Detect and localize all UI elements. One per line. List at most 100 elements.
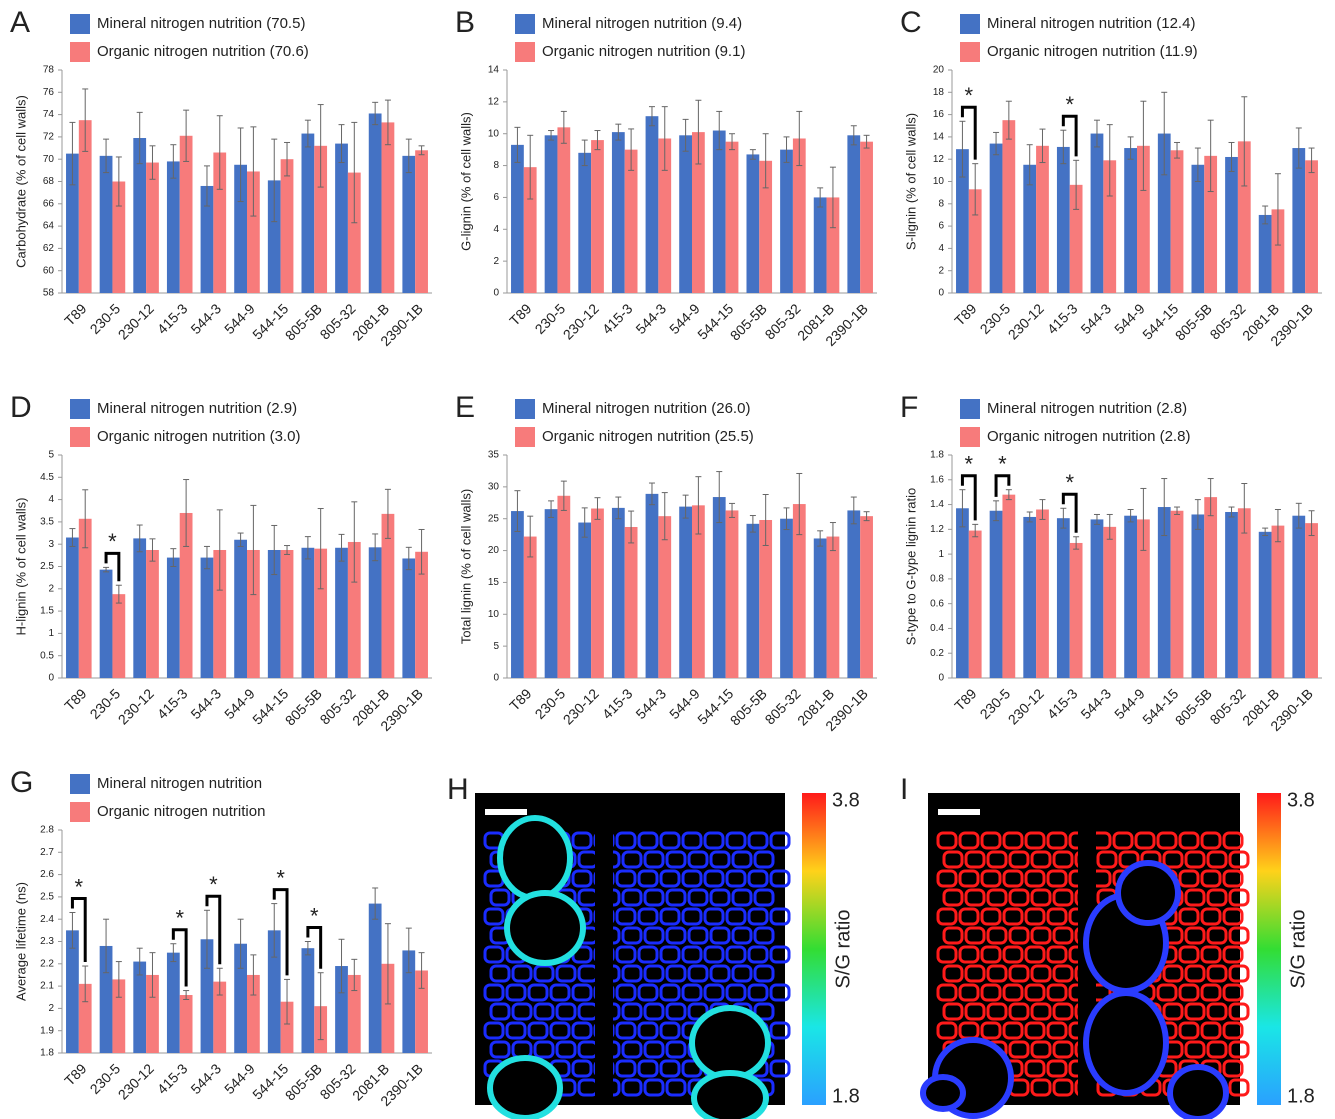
bar (1305, 523, 1318, 678)
y-tick-label: 35 (488, 450, 500, 461)
y-tick-label: 2 (48, 1003, 54, 1014)
x-tick-label: 415-3 (1044, 300, 1081, 337)
bar (646, 116, 659, 293)
bar (1171, 150, 1184, 293)
y-tick-label: 62 (43, 243, 55, 254)
panel-letter: B (455, 6, 475, 39)
significance-mark: * (1065, 470, 1074, 495)
significance-mark: * (1065, 92, 1074, 117)
y-tick-label: 25 (488, 513, 500, 524)
significance-mark: * (75, 874, 84, 899)
legend-swatch (70, 42, 90, 62)
large-cell (694, 1073, 766, 1119)
legend-label: Organic nitrogen nutrition (11.9) (987, 43, 1198, 60)
y-tick-label: 0 (938, 288, 944, 299)
bar (726, 142, 739, 293)
legend-label: Organic nitrogen nutrition (70.6) (97, 43, 309, 60)
x-tick-label: T89 (61, 1060, 90, 1089)
legend-swatch (960, 427, 980, 447)
y-tick-label: 4 (48, 494, 54, 505)
x-tick-label: 805-5B (1172, 685, 1215, 728)
bar (1023, 517, 1036, 678)
bar (612, 132, 625, 293)
y-tick-label: 2.2 (40, 958, 54, 969)
significance-mark: * (310, 903, 319, 928)
y-axis-label: S-lignin (% of cell walls) (903, 113, 918, 250)
bar (827, 537, 840, 678)
y-tick-label: 2.4 (40, 914, 54, 925)
large-cell (490, 1058, 560, 1118)
y-axis-label: H-lignin (% of cell walls) (13, 498, 28, 636)
bar (1305, 160, 1318, 293)
legend-swatch (70, 802, 90, 822)
large-cell (500, 818, 570, 898)
bar (1259, 215, 1272, 293)
bar (1259, 532, 1272, 678)
x-tick-label: 415-3 (599, 685, 636, 722)
bar (746, 154, 759, 293)
legend-swatch (70, 427, 90, 447)
legend-label: Organic nitrogen nutrition (2.8) (987, 428, 1190, 445)
y-tick-label: 1 (48, 628, 54, 639)
legend-swatch (960, 14, 980, 34)
bar (1002, 120, 1015, 293)
y-tick-label: 0.2 (930, 648, 944, 659)
y-tick-label: 1.6 (930, 474, 944, 485)
y-tick-label: 6 (493, 192, 499, 203)
y-tick-label: 2 (493, 256, 499, 267)
legend-swatch (515, 427, 535, 447)
legend-label: Organic nitrogen nutrition (3.0) (97, 428, 300, 445)
legend-label: Mineral nitrogen nutrition (12.4) (987, 15, 1195, 32)
x-tick-label: 415-3 (599, 300, 636, 337)
x-tick-label: 544-3 (632, 685, 669, 722)
y-tick-label: 1.9 (40, 1025, 54, 1036)
bar (1057, 147, 1070, 293)
y-axis-label: Average lifetime (ns) (13, 882, 28, 1001)
scale-bar (485, 809, 527, 815)
y-tick-label: 15 (488, 577, 500, 588)
legend-label: Organic nitrogen nutrition (25.5) (542, 428, 754, 445)
y-tick-label: 72 (43, 132, 55, 143)
significance-mark: * (108, 529, 117, 554)
y-tick-label: 2.3 (40, 936, 54, 947)
y-tick-label: 70 (43, 154, 55, 165)
x-tick-label: 230-12 (1005, 300, 1047, 342)
y-tick-label: 74 (43, 109, 55, 120)
y-tick-label: 0.8 (930, 574, 944, 585)
bar (1191, 514, 1204, 678)
y-tick-label: 8 (493, 160, 499, 171)
y-tick-label: 0.5 (40, 650, 54, 661)
panel-letter: G (10, 766, 33, 799)
x-tick-label: 544-3 (1077, 685, 1114, 722)
bar (133, 538, 146, 678)
figure: AMineral nitrogen nutrition (70.5)Organi… (0, 0, 1335, 1119)
x-tick-label: 230-12 (1005, 685, 1047, 727)
bar (301, 134, 314, 293)
bar (1091, 519, 1104, 678)
bar (281, 550, 294, 678)
y-tick-label: 8 (938, 198, 944, 209)
bar (335, 144, 348, 293)
y-tick-label: 0.6 (930, 598, 944, 609)
colorbar (802, 793, 826, 1105)
legend-swatch (960, 399, 980, 419)
bar (557, 496, 570, 678)
y-axis-label: S-type to G-type lignin ratio (903, 488, 918, 646)
legend-label: Mineral nitrogen nutrition (9.4) (542, 15, 742, 32)
y-tick-label: 3.5 (40, 517, 54, 528)
y-tick-label: 10 (488, 609, 500, 620)
bar (658, 516, 671, 678)
bar (545, 509, 558, 678)
bar (726, 510, 739, 678)
y-tick-label: 1.2 (930, 524, 944, 535)
significance-mark: * (175, 906, 184, 931)
y-tick-label: 5 (48, 450, 54, 461)
bar (591, 140, 604, 293)
bar (780, 150, 793, 293)
y-tick-label: 58 (43, 288, 55, 299)
bar (1070, 543, 1083, 678)
x-tick-label: 230-12 (560, 685, 602, 727)
significance-mark: * (209, 872, 218, 897)
colorbar-label: S/G ratio (1287, 910, 1309, 989)
y-tick-label: 16 (933, 109, 945, 120)
